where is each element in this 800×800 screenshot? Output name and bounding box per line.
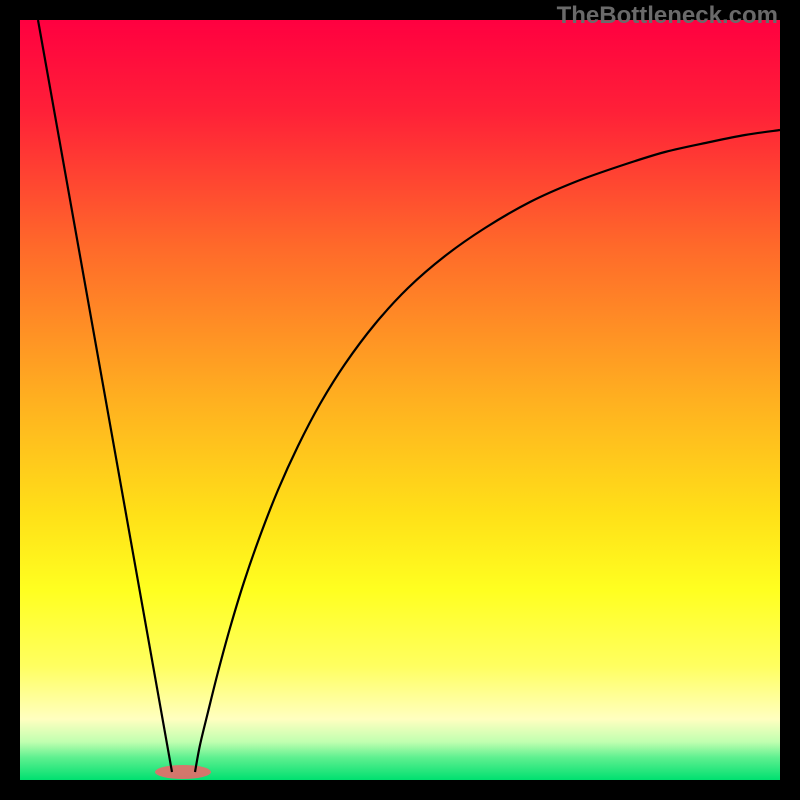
optimal-marker [155, 765, 211, 779]
chart-container: TheBottleneck.com [0, 0, 800, 800]
bottleneck-chart [0, 0, 800, 800]
watermark-text: TheBottleneck.com [557, 2, 778, 30]
plot-background [20, 20, 780, 780]
